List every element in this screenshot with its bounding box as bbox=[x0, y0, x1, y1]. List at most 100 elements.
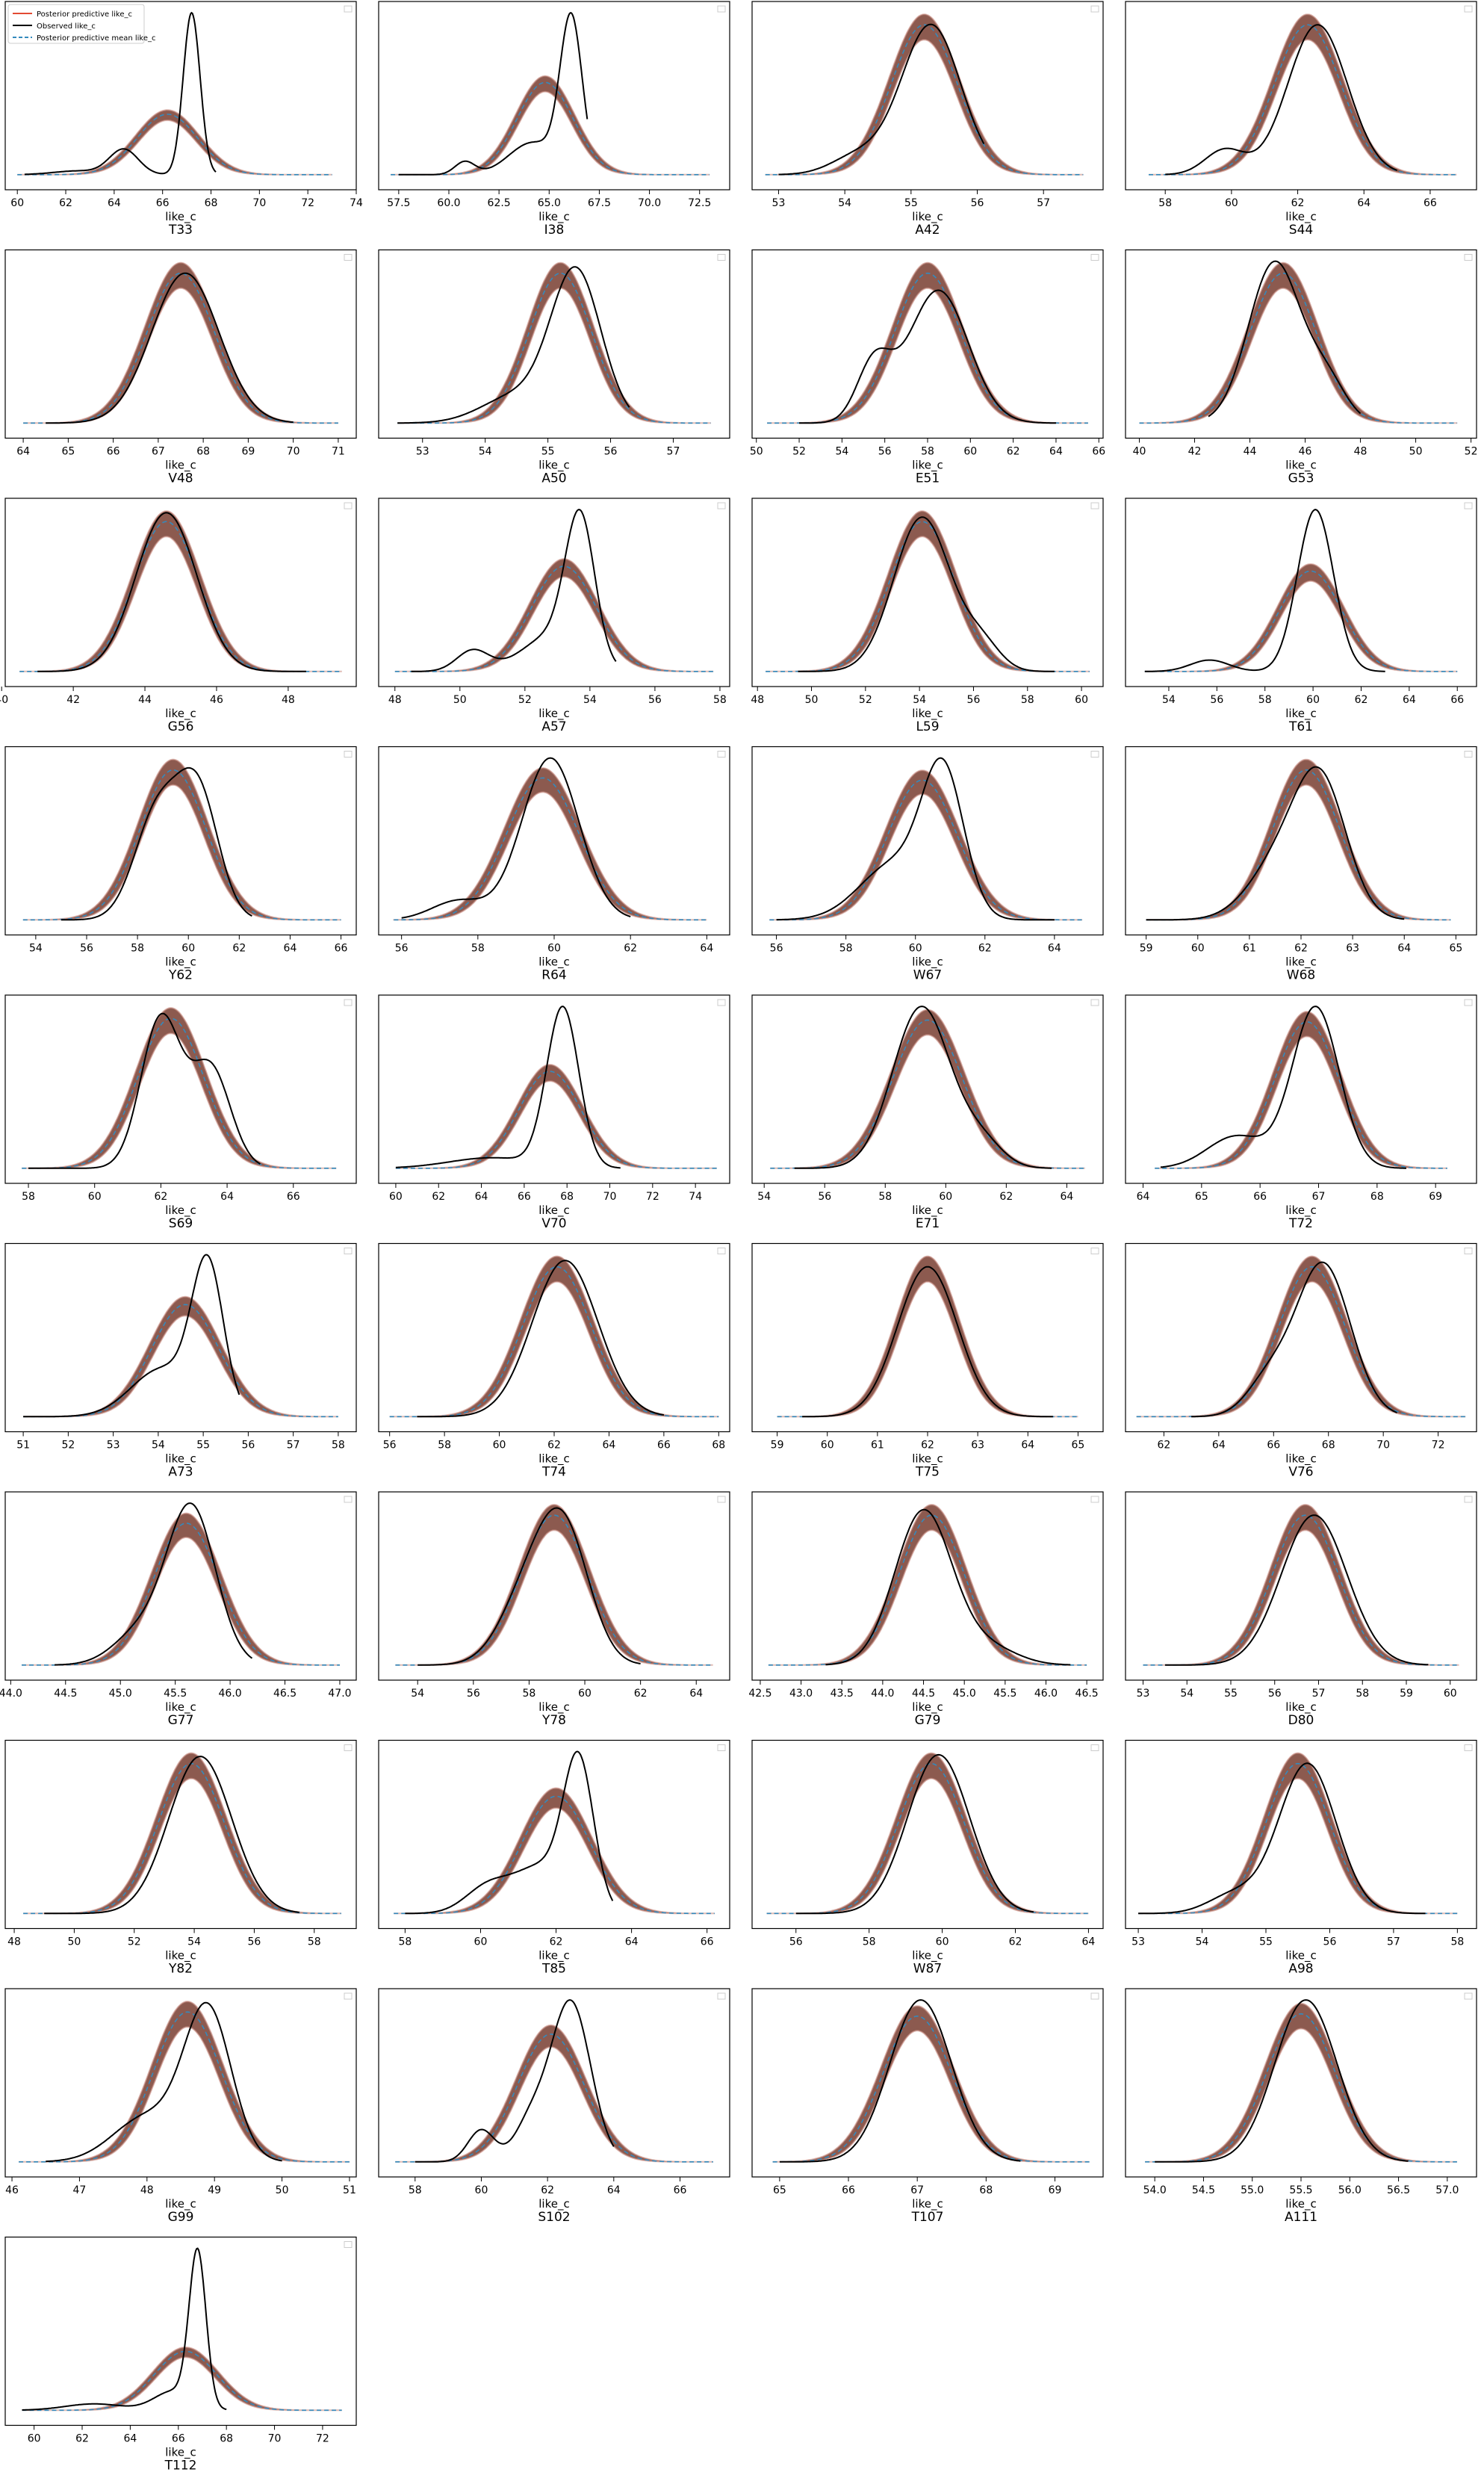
x-tick-label: 66 bbox=[1450, 694, 1464, 706]
x-tick-label: 60 bbox=[821, 1440, 834, 1452]
x-tick-label: 62 bbox=[541, 2184, 554, 2196]
subplot-title: E71 bbox=[916, 1216, 940, 1231]
x-axis-label: like_c bbox=[165, 1700, 196, 1715]
subplot-title: T33 bbox=[168, 223, 193, 238]
x-tick-label: 65 bbox=[1195, 1191, 1208, 1203]
x-tick-label: 56 bbox=[604, 446, 618, 458]
x-tick-label: 56 bbox=[1323, 1936, 1337, 1948]
x-tick-label: 74 bbox=[350, 197, 363, 209]
subplot-title: T112 bbox=[164, 2459, 197, 2474]
x-tick-label: 64 bbox=[220, 1191, 234, 1203]
observed-line bbox=[799, 289, 1057, 424]
x-tick-label: 56 bbox=[467, 1688, 480, 1700]
legend-label: Posterior predictive mean like_c bbox=[37, 34, 156, 43]
x-axis-label: like_c bbox=[912, 210, 943, 224]
x-tick-label: 58 bbox=[713, 694, 727, 706]
observed-line bbox=[22, 2247, 227, 2411]
posterior-predictive-mean-line bbox=[769, 779, 1083, 921]
x-tick-label: 57 bbox=[1387, 1936, 1400, 1948]
subplot-title: S44 bbox=[1289, 223, 1313, 238]
x-tick-label: 70 bbox=[252, 197, 266, 209]
x-tick-label: 58 bbox=[863, 1936, 876, 1948]
legend-box bbox=[1090, 1248, 1099, 1254]
x-tick-label: 45.5 bbox=[993, 1688, 1016, 1700]
x-tick-label: 58 bbox=[308, 1936, 321, 1948]
legend-box bbox=[344, 5, 353, 13]
observed-line bbox=[398, 11, 589, 176]
x-tick-label: 52 bbox=[1465, 446, 1478, 458]
posterior-predictive-mean-line bbox=[768, 1514, 1087, 1666]
x-tick-label: 60 bbox=[88, 1191, 102, 1203]
posterior-predictive-band bbox=[393, 766, 707, 921]
x-tick-label: 64 bbox=[1049, 446, 1063, 458]
x-axis-label: like_c bbox=[165, 2446, 196, 2460]
subplot-title: W87 bbox=[913, 1962, 942, 1977]
x-tick-label: 56 bbox=[648, 694, 662, 706]
x-axis-label: like_c bbox=[1285, 707, 1316, 721]
x-tick-label: 66 bbox=[701, 1936, 714, 1948]
x-axis-label: like_c bbox=[165, 1452, 196, 1466]
x-tick-label: 55 bbox=[904, 197, 918, 209]
x-tick-label: 60 bbox=[1444, 1688, 1457, 1700]
x-tick-label: 62 bbox=[232, 943, 246, 955]
legend-box bbox=[717, 999, 726, 1006]
x-axis-label: like_c bbox=[538, 2197, 569, 2211]
x-axis-label: like_c bbox=[165, 955, 196, 970]
x-tick-label: 68 bbox=[196, 446, 210, 458]
x-tick-label: 60 bbox=[1306, 694, 1320, 706]
observed-line bbox=[1164, 1514, 1429, 1666]
x-tick-label: 68 bbox=[560, 1191, 574, 1203]
subplot-title: S69 bbox=[169, 1216, 193, 1231]
x-tick-label: 68 bbox=[205, 197, 218, 209]
x-tick-label: 66 bbox=[172, 2433, 185, 2445]
x-tick-label: 64 bbox=[1137, 1191, 1150, 1203]
x-tick-label: 48 bbox=[282, 694, 295, 706]
posterior-predictive-band bbox=[23, 1295, 338, 1418]
posterior-predictive-band bbox=[1138, 1752, 1458, 1915]
x-tick-label: 56 bbox=[770, 943, 783, 955]
x-tick-label: 62 bbox=[999, 1191, 1013, 1203]
x-tick-label: 64 bbox=[1021, 1440, 1034, 1452]
x-tick-label: 66 bbox=[842, 2184, 855, 2196]
posterior-predictive-band bbox=[22, 1512, 340, 1666]
x-tick-label: 70 bbox=[603, 1191, 617, 1203]
legend-box bbox=[344, 751, 353, 758]
legend-box bbox=[1090, 254, 1099, 261]
posterior-predictive-band bbox=[769, 769, 1083, 921]
x-axis-label: like_c bbox=[1285, 1452, 1316, 1466]
observed-line bbox=[1155, 1999, 1409, 2163]
posterior-predictive-band bbox=[19, 2001, 350, 2163]
x-tick-label: 61 bbox=[871, 1440, 884, 1452]
legend-box bbox=[344, 254, 353, 261]
subplot-title: T107 bbox=[911, 2210, 944, 2225]
x-tick-label: 72 bbox=[316, 2433, 329, 2445]
observed-line bbox=[401, 757, 631, 919]
x-axis-label: like_c bbox=[1285, 2197, 1316, 2211]
x-tick-label: 45.0 bbox=[953, 1688, 976, 1700]
x-tick-label: 54 bbox=[1196, 1936, 1209, 1948]
x-tick-label: 53 bbox=[107, 1440, 120, 1452]
subplot-title: A111 bbox=[1285, 2210, 1317, 2225]
x-tick-label: 60.0 bbox=[437, 197, 460, 209]
posterior-predictive-band bbox=[395, 1064, 717, 1169]
x-tick-label: 54.0 bbox=[1143, 2184, 1167, 2196]
posterior-predictive-mean-line bbox=[394, 777, 707, 921]
legend-box bbox=[717, 254, 726, 261]
x-tick-label: 64 bbox=[603, 1440, 616, 1452]
x-tick-label: 45.0 bbox=[109, 1688, 132, 1700]
x-tick-label: 60 bbox=[10, 197, 24, 209]
x-tick-label: 60 bbox=[389, 1191, 403, 1203]
x-tick-label: 72 bbox=[646, 1191, 659, 1203]
subplot-title: Y78 bbox=[541, 1713, 566, 1728]
x-tick-label: 64 bbox=[1082, 1936, 1096, 1948]
x-tick-label: 62 bbox=[59, 197, 72, 209]
legend-box bbox=[1090, 1744, 1099, 1751]
x-tick-label: 74 bbox=[689, 1191, 702, 1203]
